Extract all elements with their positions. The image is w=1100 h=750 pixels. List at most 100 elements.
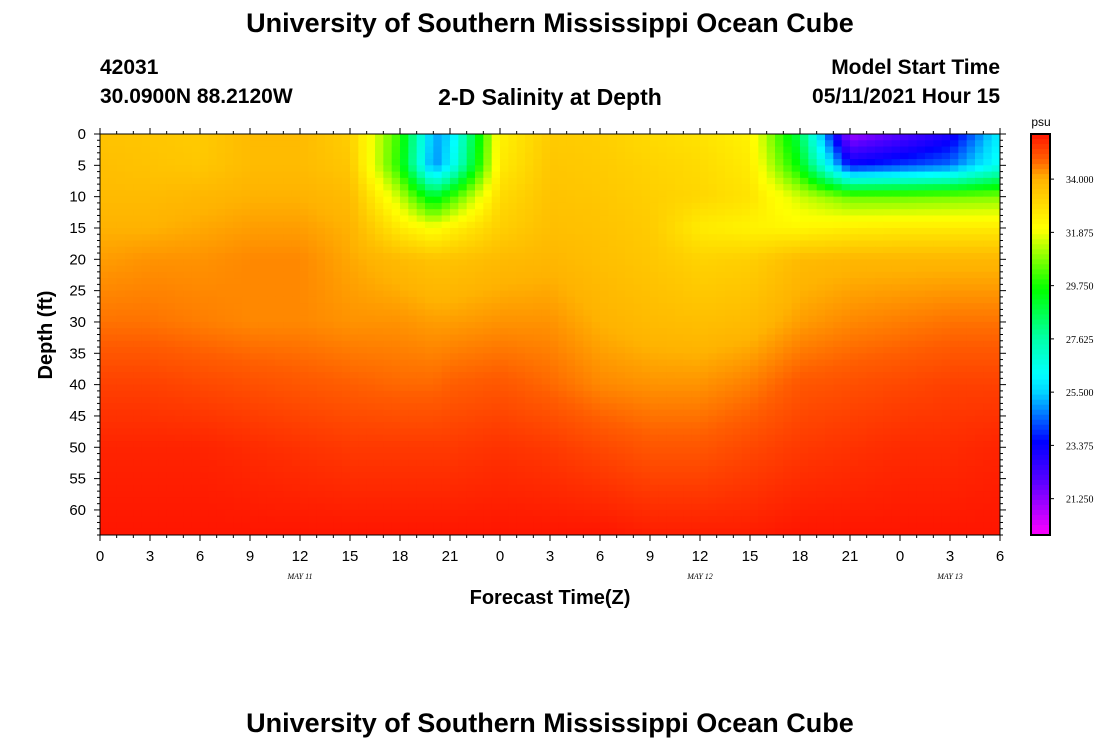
heatmap-cell	[933, 328, 943, 336]
heatmap-cell	[758, 271, 768, 279]
heatmap-cell	[483, 202, 493, 210]
heatmap-cell	[258, 234, 268, 242]
heatmap-cell	[183, 190, 193, 198]
heatmap-cell	[416, 265, 426, 273]
heatmap-cell	[766, 397, 776, 405]
heatmap-cell	[991, 184, 1000, 191]
heatmap-cell	[858, 227, 868, 235]
heatmap-cell	[116, 309, 126, 317]
heatmap-cell	[466, 165, 476, 173]
heatmap-cell	[683, 171, 693, 179]
heatmap-cell	[133, 303, 143, 311]
heatmap-cell	[650, 146, 659, 154]
heatmap-cell	[291, 259, 301, 267]
heatmap-cell	[750, 321, 759, 329]
heatmap-cell	[433, 296, 443, 304]
heatmap-cell	[933, 259, 943, 267]
heatmap-cell	[100, 202, 109, 210]
heatmap-cell	[541, 184, 551, 191]
heatmap-cell	[433, 290, 443, 298]
heatmap-cell	[766, 390, 776, 398]
heatmap-cell	[766, 271, 776, 279]
heatmap-cell	[200, 146, 209, 154]
heatmap-cell	[391, 409, 401, 417]
heatmap-cell	[683, 372, 693, 379]
heatmap-cell	[550, 353, 559, 361]
heatmap-cell	[675, 271, 684, 279]
heatmap-cell	[508, 290, 518, 298]
heatmap-cell	[316, 196, 326, 204]
heatmap-cell	[216, 284, 226, 292]
heatmap-cell	[191, 309, 201, 317]
heatmap-cell	[358, 165, 368, 173]
heatmap-cell	[675, 290, 684, 298]
heatmap-cell	[816, 221, 826, 229]
heatmap-cell	[733, 134, 743, 141]
heatmap-cell	[200, 240, 209, 248]
heatmap-cell	[416, 397, 426, 405]
heatmap-cell	[125, 146, 134, 154]
heatmap-cell	[975, 378, 984, 386]
heatmap-cell	[133, 384, 143, 392]
heatmap-cell	[950, 415, 959, 423]
heatmap-cell	[650, 296, 659, 304]
heatmap-cell	[958, 290, 968, 298]
heatmap-cell	[675, 215, 684, 223]
heatmap-cell	[258, 259, 268, 267]
heatmap-cell	[350, 328, 359, 336]
heatmap-cell	[350, 359, 359, 367]
heatmap-cell	[975, 365, 984, 373]
heatmap-cell	[525, 140, 534, 148]
heatmap-cell	[891, 271, 901, 279]
heatmap-cell	[608, 159, 618, 166]
heatmap-cell	[133, 171, 143, 179]
heatmap-cell	[558, 315, 568, 323]
heatmap-cell	[966, 365, 976, 373]
heatmap-cell	[825, 384, 834, 392]
heatmap-cell	[116, 384, 126, 392]
heatmap-cell	[566, 278, 576, 285]
heatmap-cell	[741, 146, 751, 154]
heatmap-cell	[475, 152, 484, 160]
heatmap-cell	[600, 397, 609, 405]
heatmap-cell	[425, 209, 434, 217]
heatmap-cell	[841, 359, 851, 367]
heatmap-cell	[408, 171, 418, 179]
heatmap-cell	[241, 171, 251, 179]
heatmap-cell	[716, 265, 726, 273]
heatmap-cell	[991, 309, 1000, 317]
heatmap-cell	[941, 309, 951, 317]
heatmap-cell	[266, 365, 276, 373]
heatmap-cell	[258, 184, 268, 191]
heatmap-cell	[908, 315, 918, 323]
heatmap-cell	[933, 390, 943, 398]
heatmap-cell	[175, 278, 184, 285]
heatmap-cell	[825, 265, 834, 273]
heatmap-cell	[733, 309, 743, 317]
heatmap-cell	[966, 209, 976, 217]
heatmap-cell	[975, 165, 984, 173]
heatmap-cell	[950, 140, 959, 148]
heatmap-cell	[691, 253, 701, 260]
heatmap-cell	[933, 296, 943, 304]
heatmap-cell	[841, 284, 851, 292]
heatmap-cell	[800, 372, 809, 379]
heatmap-cell	[716, 390, 726, 398]
heatmap-cell	[175, 165, 184, 173]
heatmap-cell	[833, 240, 843, 248]
heatmap-cell	[958, 284, 968, 292]
heatmap-cell	[100, 378, 109, 386]
heatmap-cell	[416, 328, 426, 336]
heatmap-cell	[316, 334, 326, 342]
heatmap-cell	[283, 202, 293, 210]
heatmap-cell	[158, 221, 168, 229]
heatmap-cell	[400, 227, 409, 235]
heatmap-cell	[625, 353, 634, 361]
heatmap-cell	[708, 315, 718, 323]
heatmap-cell	[225, 234, 234, 242]
heatmap-cell	[883, 177, 893, 185]
heatmap-cell	[550, 290, 559, 298]
heatmap-cell	[433, 159, 443, 166]
heatmap-cell	[466, 303, 476, 311]
heatmap-cell	[708, 271, 718, 279]
